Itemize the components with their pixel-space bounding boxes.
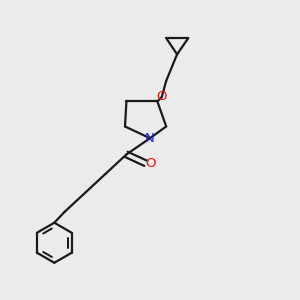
Text: O: O (157, 91, 167, 103)
Text: O: O (146, 157, 156, 170)
Text: N: N (145, 132, 155, 145)
